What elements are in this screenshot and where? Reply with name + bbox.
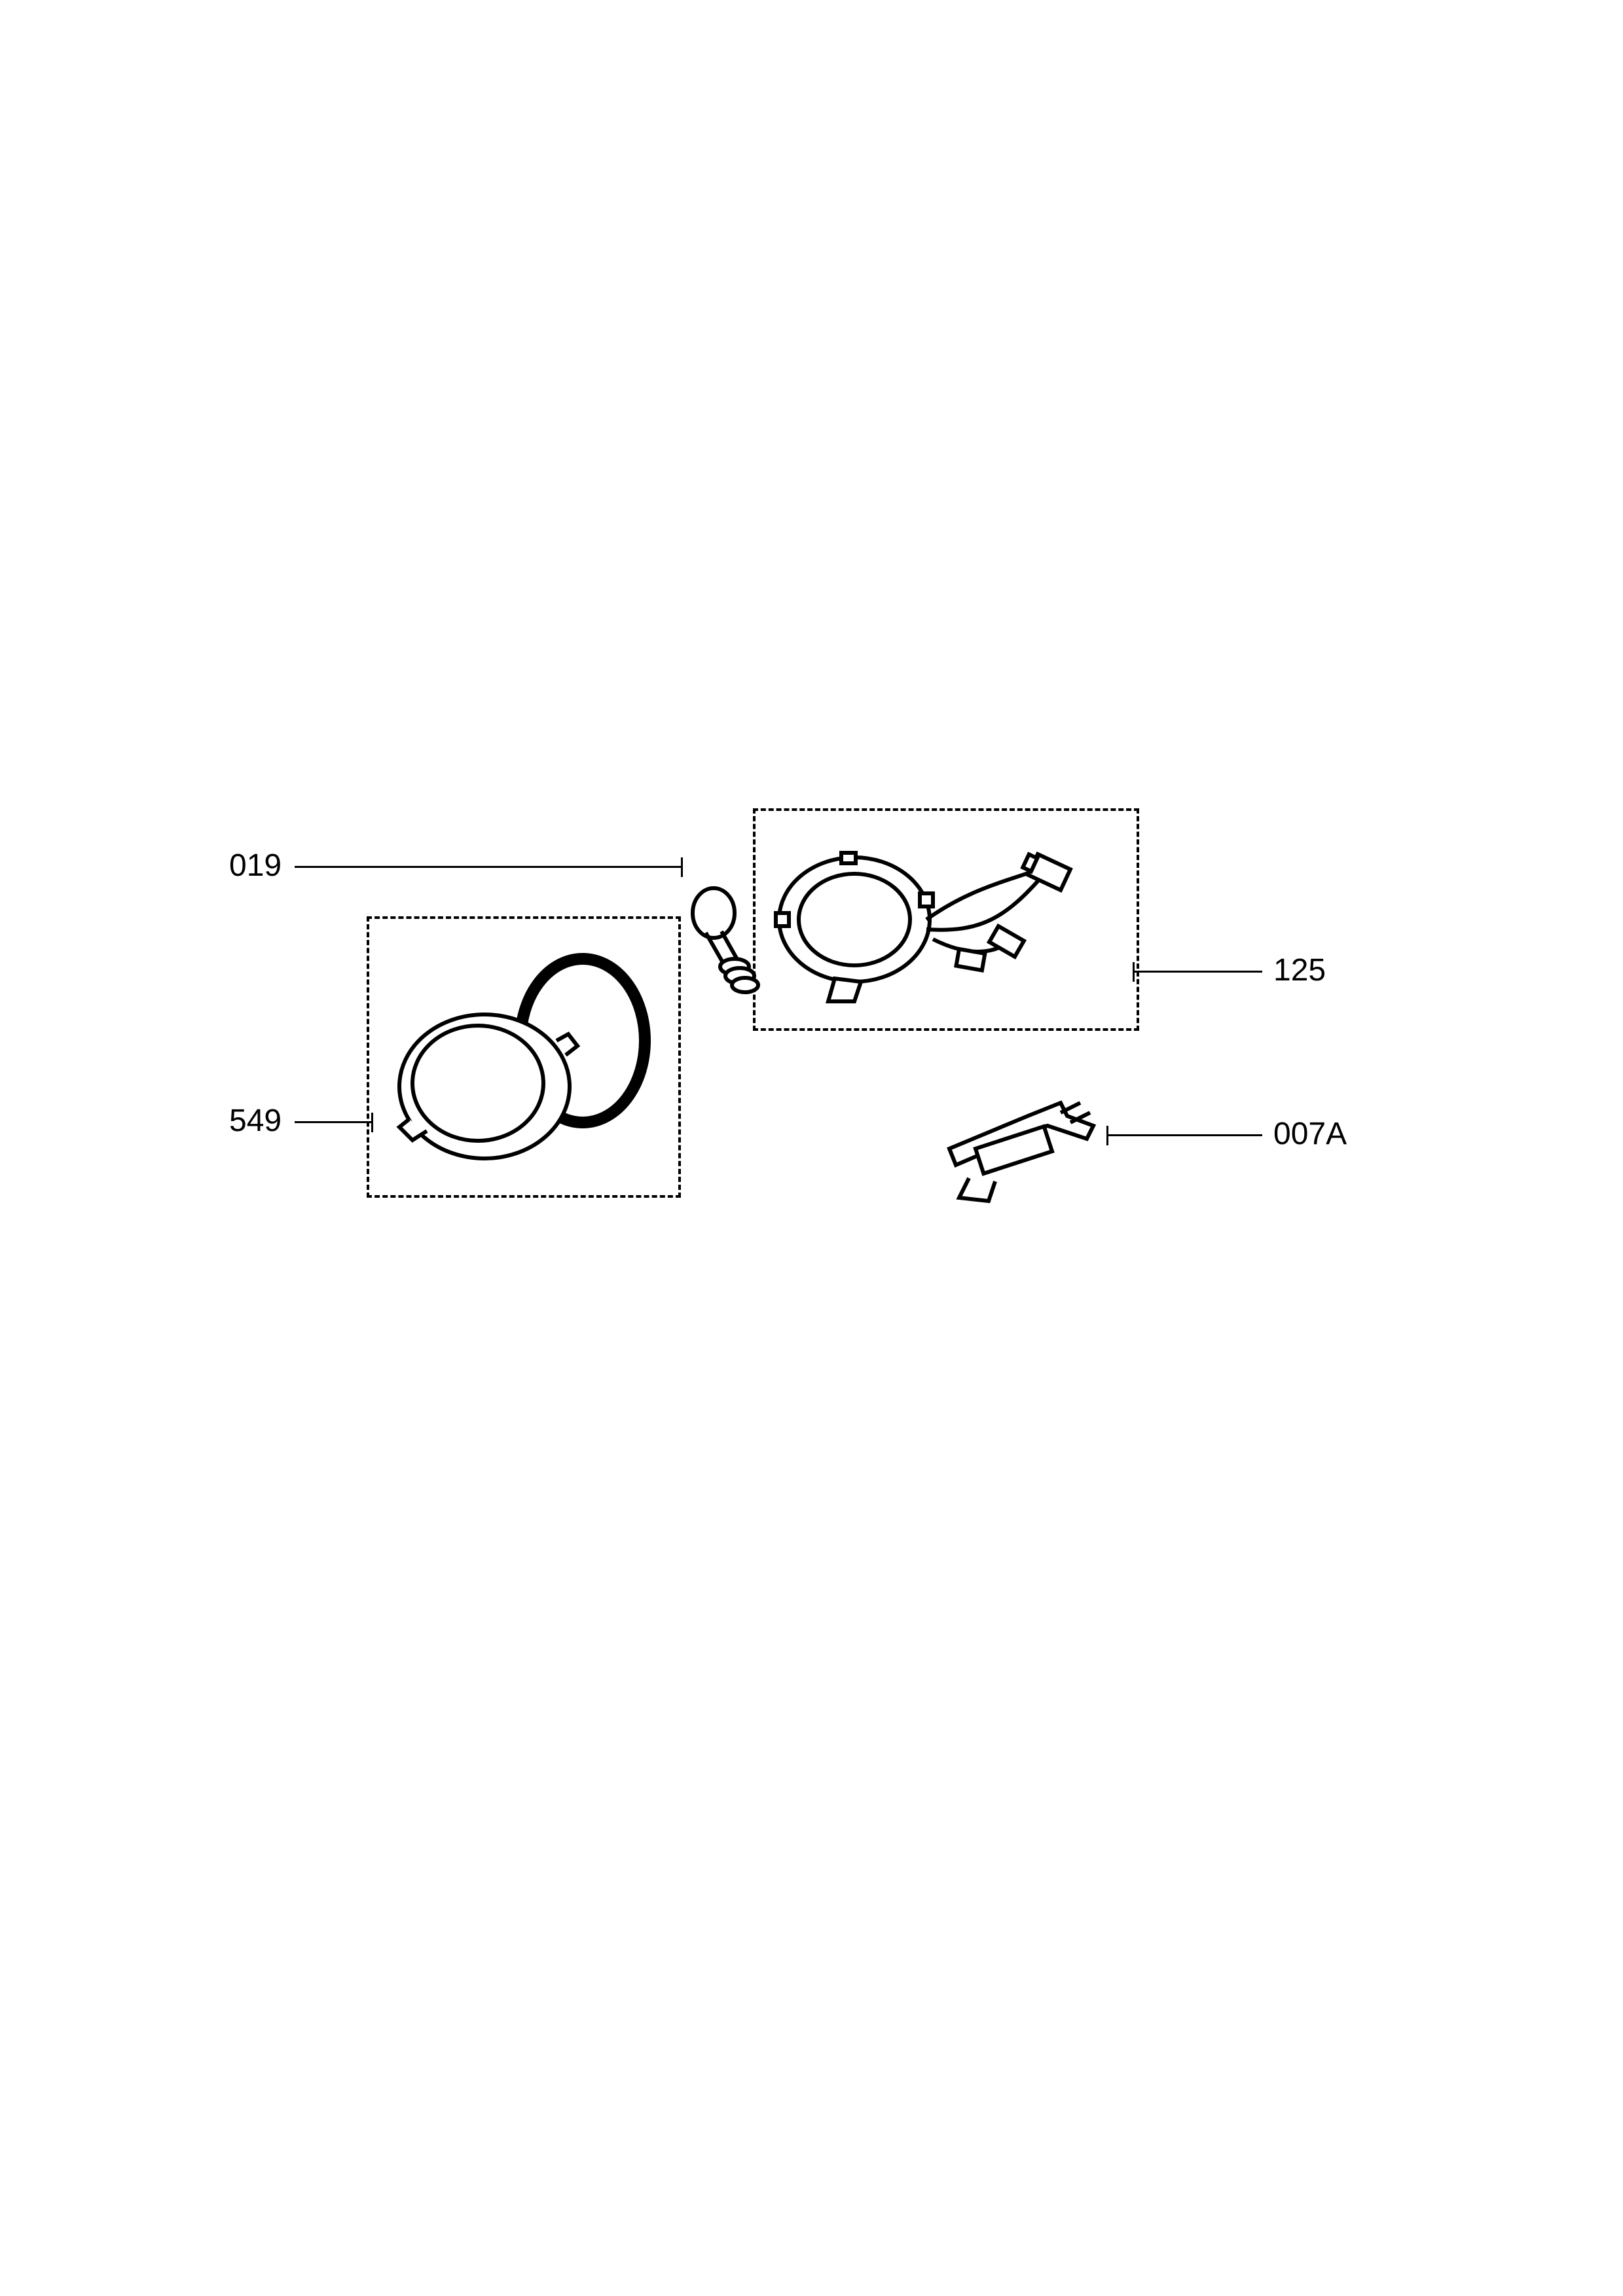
callout-007a-label: 007A (1273, 1116, 1347, 1152)
part-549-lamp-cover-icon (386, 936, 668, 1185)
callout-019-label: 019 (229, 848, 282, 884)
callout-125-leader (1135, 971, 1262, 973)
part-007a-switch-icon (930, 1086, 1113, 1217)
exploded-view-diagram: 019 549 125 007A Explosionszeichnungs Nr… (0, 0, 1623, 2296)
callout-549-label: 549 (229, 1103, 282, 1139)
callout-549-leader (295, 1121, 373, 1123)
callout-007a-tick (1106, 1126, 1108, 1145)
callout-019-tick (681, 857, 683, 877)
callout-125-label: 125 (1273, 952, 1326, 988)
part-019-bulb-icon (674, 880, 773, 1005)
callout-019-leader (295, 866, 681, 868)
callout-007a-leader (1106, 1134, 1262, 1136)
drawing-number-caption: Explosionszeichnungs Nr.: N59112004200 N… (1478, 2211, 1531, 2296)
callout-549-tick (371, 1113, 373, 1132)
part-125-socket-harness-icon (763, 821, 1129, 1024)
